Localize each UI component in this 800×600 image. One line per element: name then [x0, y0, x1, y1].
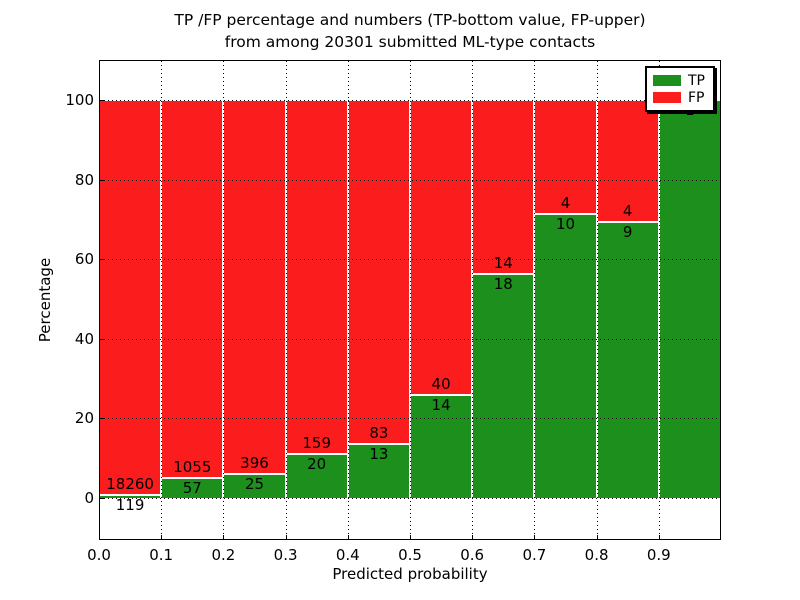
bar-tp-segment [410, 394, 473, 498]
bar-label-tp: 14 [431, 395, 451, 414]
bar-label-fp: 40 [431, 374, 451, 393]
gridline-vertical [347, 61, 349, 539]
x-tick-label: 0.7 [522, 546, 547, 564]
bar-fp-segment [285, 100, 348, 454]
x-tick [161, 535, 163, 540]
bar-label-fp: 18260 [106, 475, 154, 494]
x-tick-label: 0.8 [584, 546, 609, 564]
legend-swatch-fp [653, 92, 681, 103]
bar-fp-segment [161, 100, 224, 478]
y-tick-label: 100 [65, 91, 94, 109]
y-tick [100, 418, 105, 420]
y-tick-label: 40 [74, 329, 94, 348]
bar-label-fp: 1055 [173, 457, 212, 476]
x-tick-label: 0.3 [273, 546, 298, 564]
bar-fp-segment [347, 100, 410, 445]
bar-label-fp: 14 [493, 254, 513, 273]
x-tick [285, 535, 287, 540]
x-axis-label: Predicted probability [332, 565, 488, 583]
legend-label-fp: FP [688, 89, 705, 106]
bar-label-fp: 4 [622, 202, 633, 221]
bar-fp-segment [223, 100, 286, 475]
gridline-vertical [658, 61, 660, 539]
chart-title: TP /FP percentage and numbers (TP-bottom… [20, 9, 800, 53]
y-tick-label: 20 [74, 409, 94, 428]
gridline-vertical [285, 61, 287, 539]
gridline-vertical [161, 61, 163, 539]
x-tick-label: 0.4 [335, 546, 360, 564]
x-tick-label: 0.1 [149, 546, 174, 564]
bar-label-tp: 25 [244, 475, 265, 494]
x-tick [472, 535, 474, 540]
chart-title-line2: from among 20301 submitted ML-type conta… [224, 33, 596, 51]
y-tick-label: 0 [84, 489, 94, 507]
gridline-vertical [472, 61, 474, 539]
bar-label-tp: 9 [622, 223, 633, 242]
x-tick [534, 535, 536, 540]
legend-swatch-tp [653, 75, 681, 86]
x-tick-label: 0.5 [398, 546, 422, 564]
bar-label-fp: 4 [560, 193, 571, 212]
y-tick-label: 80 [74, 170, 94, 189]
bar-label-tp: 13 [369, 445, 389, 464]
gridline-vertical [534, 61, 536, 539]
legend-label-tp: TP [688, 72, 705, 89]
y-axis-label: Percentage [36, 257, 54, 343]
y-tick [100, 338, 105, 340]
x-tick-label: 0.2 [211, 546, 236, 564]
bar-tp-segment [472, 274, 535, 498]
bar-fp-segment [99, 100, 162, 496]
x-tick-label: 0.0 [87, 546, 111, 564]
bar-fp-segment [534, 100, 597, 214]
legend: TP FP [645, 66, 715, 112]
y-tick [100, 498, 105, 499]
bar-tp-segment [596, 222, 659, 498]
bar-fp-segment [472, 100, 535, 275]
gridline-vertical [596, 61, 598, 539]
gridline-vertical [410, 61, 411, 539]
bar-label-tp: 57 [182, 478, 202, 497]
bar-tp-segment [658, 100, 721, 498]
x-tick-label: 0.6 [460, 546, 485, 564]
y-tick [100, 259, 105, 261]
y-tick [100, 179, 105, 181]
x-tick [99, 535, 100, 540]
x-tick [410, 535, 411, 540]
bar-label-fp: 396 [240, 454, 269, 473]
legend-entry-tp: TP [653, 74, 707, 88]
bar-label-fp: 159 [302, 433, 331, 452]
x-tick [596, 535, 598, 540]
bar-label-tp: 18 [493, 275, 513, 294]
bar-label-fp: 83 [369, 424, 389, 443]
bar-label-tp: 119 [115, 496, 145, 515]
bar-fp-segment [410, 100, 473, 395]
gridline-vertical [223, 61, 225, 539]
y-tick-label: 60 [74, 250, 94, 269]
x-tick [658, 535, 660, 540]
y-tick [100, 100, 105, 101]
bar-label-tp: 20 [307, 454, 327, 473]
chart-title-line1: TP /FP percentage and numbers (TP-bottom… [174, 11, 646, 29]
bar-label-tp: 10 [555, 214, 576, 233]
legend-entry-fp: FP [653, 91, 707, 105]
x-tick [347, 535, 349, 540]
x-tick [223, 535, 225, 540]
x-tick-label: 0.9 [646, 546, 671, 564]
